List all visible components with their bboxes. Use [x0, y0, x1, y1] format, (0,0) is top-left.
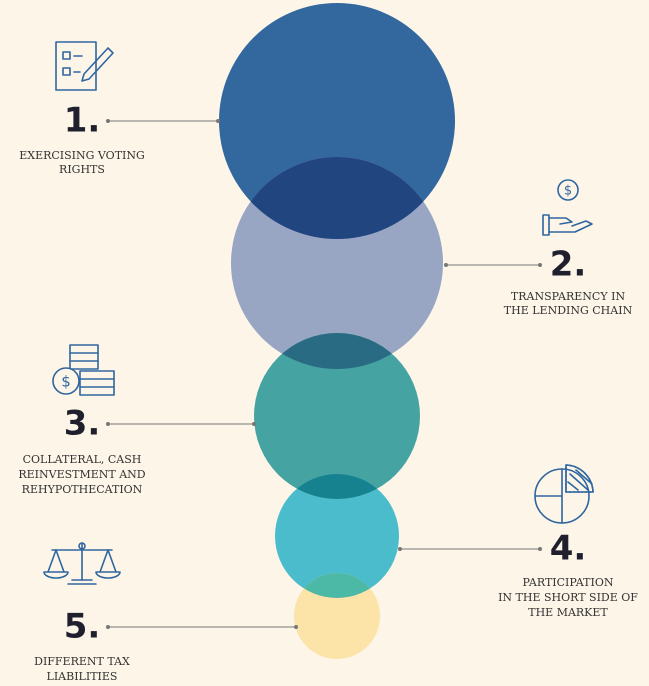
connector-dot	[444, 263, 448, 267]
circle-3	[254, 333, 420, 499]
connector-dot	[252, 422, 256, 426]
circles	[219, 3, 455, 659]
item-label: THE MARKET	[528, 606, 608, 619]
item-number: 4.	[550, 529, 587, 569]
connector-dot	[106, 119, 110, 123]
svg-text:$: $	[61, 373, 71, 391]
item-label: REHYPOTHECATION	[22, 483, 143, 496]
connector-dot	[294, 625, 298, 629]
icon-pie-chart	[534, 464, 594, 524]
item-label: RIGHTS	[59, 163, 105, 176]
connector-dot	[106, 422, 110, 426]
item-label: REINVESTMENT AND	[18, 468, 145, 481]
item-label: THE LENDING CHAIN	[504, 304, 633, 317]
item-number: 5.	[64, 607, 101, 647]
icon-hand-coin: $	[542, 179, 593, 236]
connector-dot	[538, 263, 542, 267]
connector-dot	[106, 625, 110, 629]
item-number: 3.	[64, 404, 101, 444]
connector-dot	[216, 119, 220, 123]
circle-5	[294, 573, 380, 659]
item-label: EXERCISING VOTING	[19, 149, 145, 162]
svg-text:$: $	[564, 184, 572, 199]
icons: $ $	[43, 41, 594, 585]
connectors	[106, 119, 542, 629]
overlap-1-2	[231, 157, 443, 239]
icon-scales	[43, 542, 121, 585]
connector-dot	[398, 547, 402, 551]
item-number: 1.	[64, 101, 101, 141]
item-label: PARTICIPATION	[523, 576, 614, 589]
icon-coins-cash: $	[52, 344, 115, 396]
item-number: 2.	[550, 245, 587, 285]
item-label: IN THE SHORT SIDE OF	[498, 591, 638, 604]
icon-checklist	[55, 41, 114, 91]
circle-4	[275, 474, 399, 598]
item-label: DIFFERENT TAX	[34, 655, 130, 668]
labels: 1. EXERCISING VOTING RIGHTS 2. TRANSPARE…	[18, 101, 638, 684]
item-label: LIABILITIES	[47, 670, 118, 683]
item-label: COLLATERAL, CASH	[23, 453, 142, 466]
item-label: TRANSPARENCY IN	[511, 290, 626, 303]
connector-dot	[538, 547, 542, 551]
